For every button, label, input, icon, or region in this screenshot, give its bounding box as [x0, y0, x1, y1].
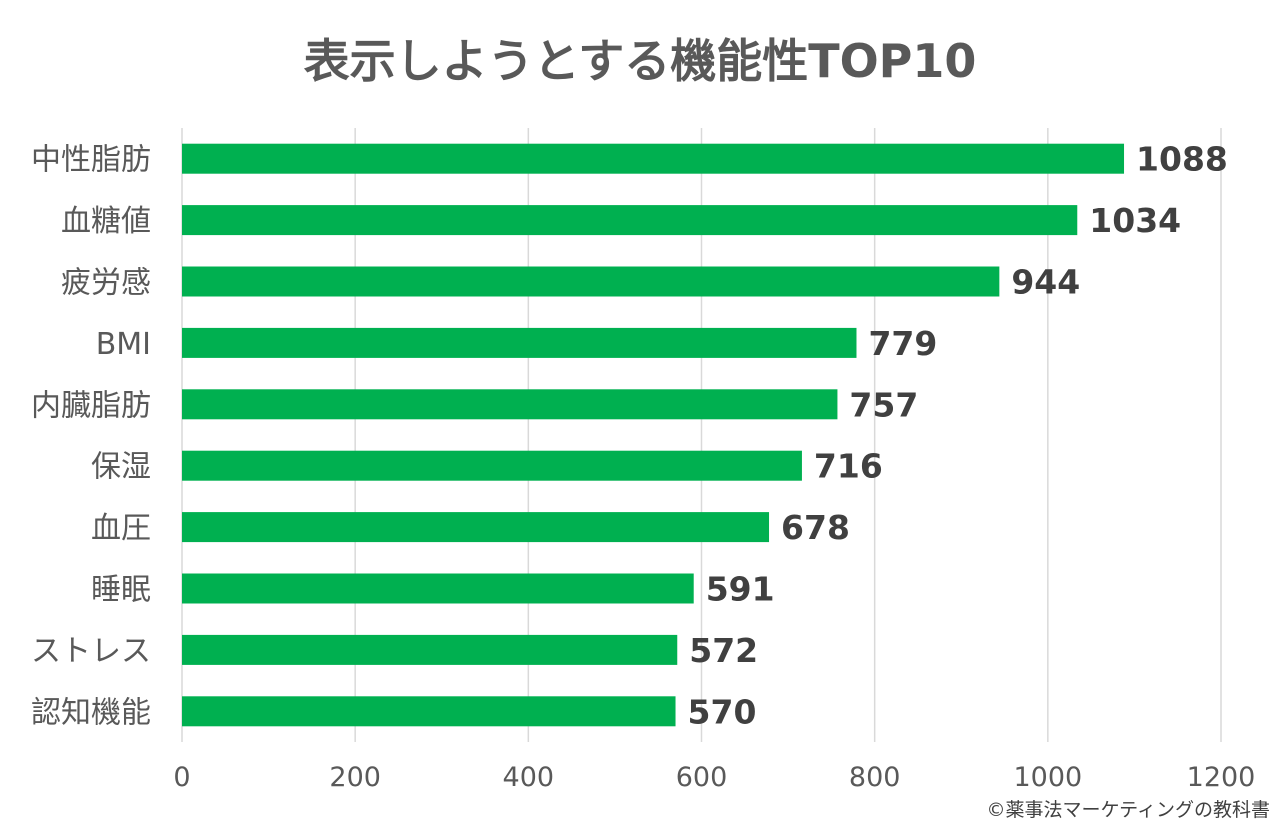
- data-label: 1088: [1136, 140, 1228, 179]
- category-label: 疲労感: [61, 266, 151, 301]
- x-tick-label: 1200: [1187, 762, 1256, 793]
- category-label: 睡眠: [91, 573, 151, 608]
- category-label: 血糖値: [61, 204, 151, 239]
- category-label: 保湿: [91, 450, 151, 485]
- category-label: BMI: [96, 327, 151, 362]
- bar: [182, 327, 857, 358]
- x-tick-label: 1000: [1013, 762, 1082, 793]
- bar: [182, 634, 678, 665]
- credit-text: ©薬事法マーケティングの教科書: [987, 799, 1270, 821]
- bar: [182, 450, 802, 481]
- x-tick-label: 0: [173, 762, 190, 793]
- category-label: 内臓脂肪: [31, 388, 151, 423]
- data-label: 716: [814, 447, 883, 486]
- category-label: 血圧: [91, 511, 151, 546]
- data-label: 779: [868, 324, 937, 363]
- category-label: 中性脂肪: [31, 143, 151, 178]
- x-tick-label: 200: [329, 762, 381, 793]
- labels: 0 200 400 600 800 1000 1200 中性脂肪 1088 血糖値 1034 疲労感 9…: [31, 140, 1255, 793]
- data-label: 570: [688, 692, 757, 731]
- data-label: 944: [1011, 263, 1080, 302]
- chart-title: 表示しようとする機能性TOP10: [304, 34, 977, 88]
- category-label: 認知機能: [31, 695, 151, 730]
- bar: [182, 389, 838, 420]
- x-tick-label: 400: [503, 762, 555, 793]
- x-tick-label: 600: [676, 762, 728, 793]
- bar: [182, 696, 676, 727]
- data-label: 757: [849, 385, 918, 424]
- bars: [182, 143, 1125, 727]
- data-label: 591: [706, 570, 775, 609]
- bar: [182, 512, 770, 543]
- data-label: 1034: [1089, 201, 1181, 240]
- bar: [182, 573, 694, 604]
- bar: [182, 266, 1000, 297]
- data-label: 678: [781, 508, 850, 547]
- x-tick-label: 800: [849, 762, 901, 793]
- data-label: 572: [689, 631, 758, 670]
- category-label: ストレス: [31, 634, 151, 669]
- bar: [182, 143, 1125, 174]
- bar: [182, 205, 1078, 236]
